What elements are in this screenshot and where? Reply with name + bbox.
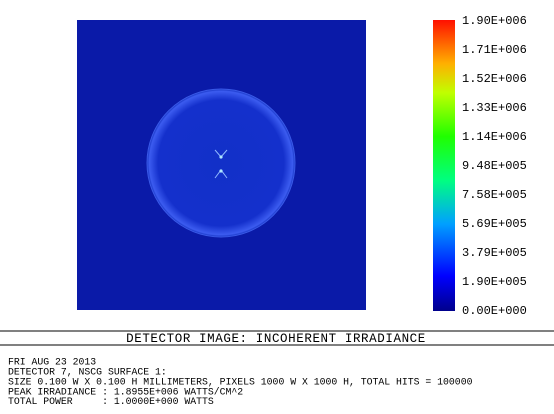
colorbar-label: 1.90E+006 — [462, 14, 527, 28]
colorbar-label: 1.14E+006 — [462, 130, 527, 144]
irradiance-disk — [146, 88, 296, 238]
colorbar — [433, 20, 455, 311]
hot-spot — [219, 155, 223, 159]
info-line: PEAK IRRADIANCE : 1.8955E+006 WATTS/CM^2 — [8, 386, 243, 397]
info-line: FRI AUG 23 2013 — [8, 357, 96, 368]
hot-spot — [219, 169, 223, 173]
colorbar-label: 1.90E+005 — [462, 275, 527, 289]
info-line: TOTAL POWER : 1.0000E+000 WATTS — [8, 396, 214, 407]
colorbar-label: 3.79E+005 — [462, 246, 527, 260]
colorbar-label: 1.52E+006 — [462, 72, 527, 86]
colorbar-label: 5.69E+005 — [462, 217, 527, 231]
info-line: SIZE 0.100 W X 0.100 H MILLIMETERS, PIXE… — [8, 376, 473, 387]
colorbar-label: 9.48E+005 — [462, 159, 527, 173]
plot-title: DETECTOR IMAGE: INCOHERENT IRRADIANCE — [126, 332, 426, 346]
colorbar-label: 0.00E+000 — [462, 304, 527, 318]
colorbar-label: 7.58E+005 — [462, 188, 527, 202]
colorbar-label: 1.33E+006 — [462, 101, 527, 115]
colorbar-label: 1.71E+006 — [462, 43, 527, 57]
info-line: DETECTOR 7, NSCG SURFACE 1: — [8, 366, 167, 377]
